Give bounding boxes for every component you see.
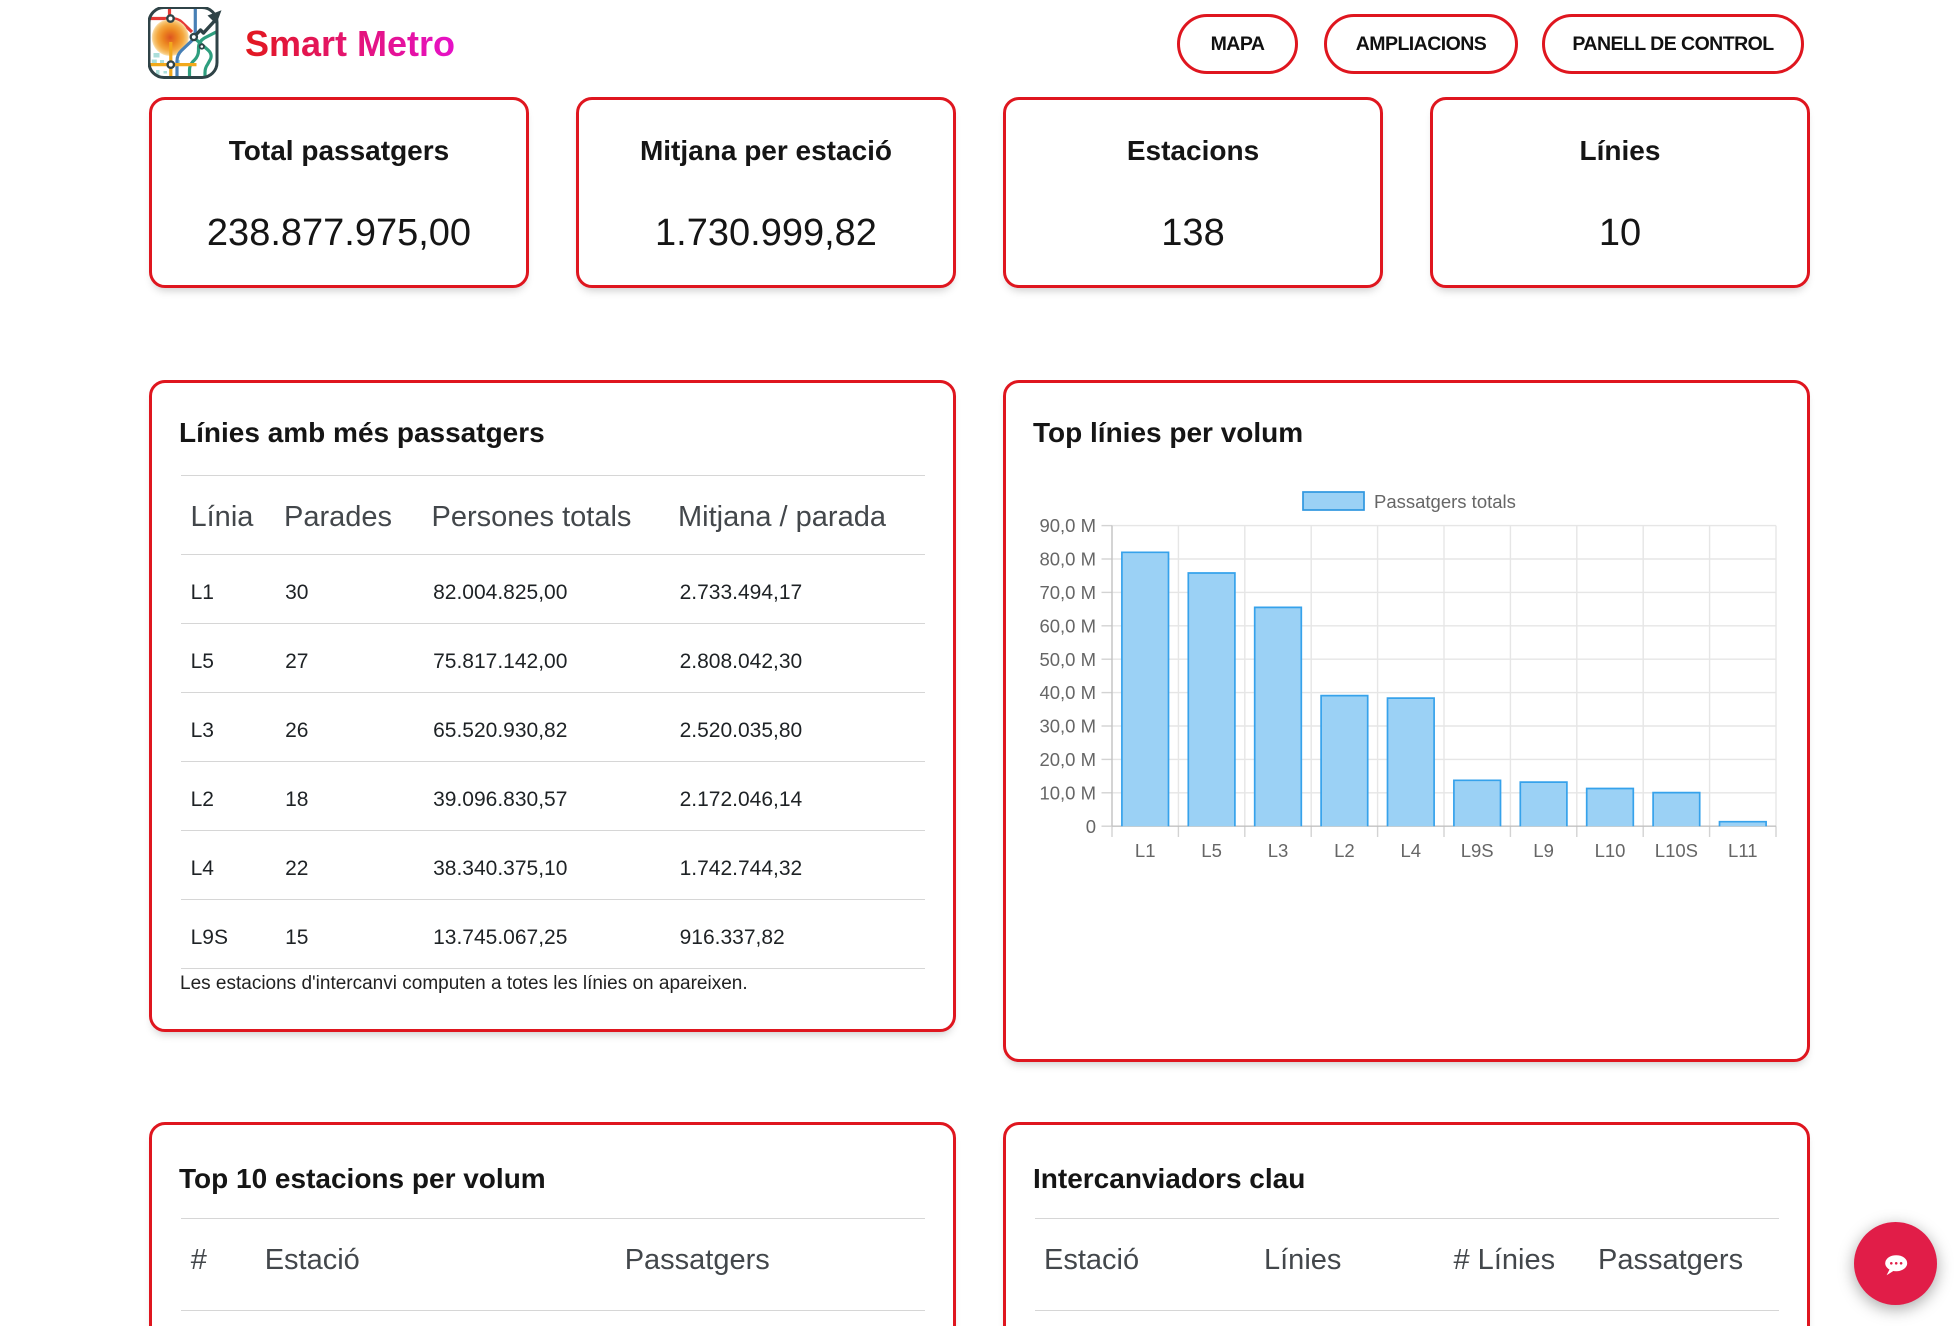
svg-text:40,0 M: 40,0 M	[1039, 682, 1096, 703]
svg-text:L10: L10	[1595, 840, 1626, 861]
svg-text:0: 0	[1086, 816, 1096, 837]
svg-text:L4: L4	[1401, 840, 1422, 861]
svg-text:L11: L11	[1728, 840, 1758, 861]
svg-text:20,0 M: 20,0 M	[1039, 749, 1096, 770]
svg-text:90,0 M: 90,0 M	[1039, 515, 1096, 536]
svg-text:L2: L2	[1334, 840, 1355, 861]
svg-text:L9: L9	[1533, 840, 1554, 861]
svg-text:L3: L3	[1268, 840, 1289, 861]
svg-text:30,0 M: 30,0 M	[1039, 716, 1096, 737]
svg-text:60,0 M: 60,0 M	[1039, 615, 1096, 636]
svg-text:L5: L5	[1201, 840, 1222, 861]
svg-text:Passatgers totals: Passatgers totals	[1374, 491, 1516, 512]
svg-text:L1: L1	[1135, 840, 1156, 861]
svg-text:10,0 M: 10,0 M	[1039, 782, 1096, 803]
svg-text:50,0 M: 50,0 M	[1039, 649, 1096, 670]
svg-text:70,0 M: 70,0 M	[1039, 582, 1096, 603]
svg-text:L10S: L10S	[1655, 840, 1698, 861]
svg-text:L9S: L9S	[1461, 840, 1494, 861]
svg-text:80,0 M: 80,0 M	[1039, 549, 1096, 570]
